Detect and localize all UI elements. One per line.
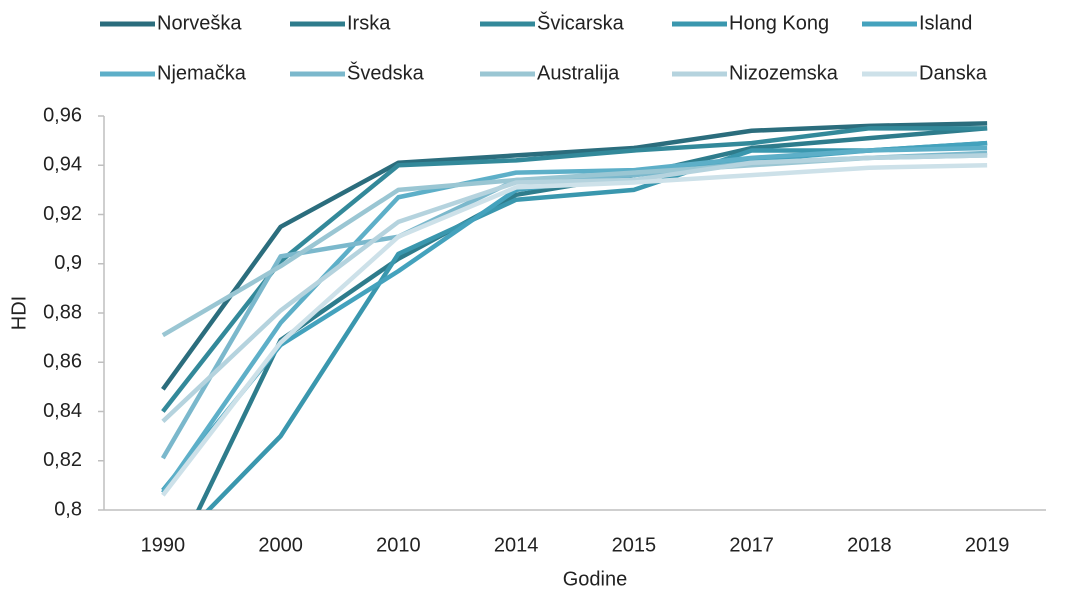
x-tick-label: 2000 bbox=[258, 534, 303, 556]
x-tick-label: 2014 bbox=[494, 534, 539, 556]
series-line bbox=[161, 126, 988, 413]
y-tick-label: 0,92 bbox=[43, 203, 82, 225]
x-tick-label: 2010 bbox=[376, 534, 421, 556]
y-tick-label: 0,86 bbox=[43, 351, 82, 373]
legend-label: Norveška bbox=[157, 12, 242, 34]
legend-label: Nizozemska bbox=[729, 62, 839, 84]
series-line bbox=[161, 163, 988, 497]
x-axis-label: Godine bbox=[563, 568, 628, 590]
x-tick-label: 2017 bbox=[729, 534, 774, 556]
legend-label: Irska bbox=[347, 12, 391, 34]
x-tick-label: 2015 bbox=[612, 534, 657, 556]
x-tick-label: 2019 bbox=[965, 534, 1010, 556]
x-tick-label: 1990 bbox=[141, 534, 186, 556]
y-tick-label: 0,94 bbox=[43, 154, 82, 176]
legend-label: Švedska bbox=[347, 61, 425, 84]
y-tick-label: 0,82 bbox=[43, 449, 82, 471]
y-tick-label: 0,8 bbox=[54, 498, 82, 520]
legend-label: Njemačka bbox=[157, 62, 247, 84]
y-tick-label: 0,84 bbox=[43, 400, 82, 422]
legend-label: Švicarska bbox=[537, 11, 625, 34]
y-tick-label: 0,88 bbox=[43, 301, 82, 323]
series-line bbox=[161, 145, 988, 495]
legend-label: Island bbox=[919, 12, 972, 34]
x-tick-label: 2018 bbox=[847, 534, 892, 556]
series-line bbox=[205, 140, 988, 510]
legend-label: Hong Kong bbox=[729, 12, 829, 34]
y-tick-label: 0,9 bbox=[54, 252, 82, 274]
legend-label: Australija bbox=[537, 62, 620, 84]
y-tick-label: 0,96 bbox=[43, 104, 82, 126]
legend-label: Danska bbox=[919, 62, 988, 84]
series-line bbox=[161, 153, 988, 423]
y-axis-label: HDI bbox=[8, 296, 30, 330]
plot-area bbox=[160, 121, 988, 510]
series-line bbox=[161, 121, 988, 391]
